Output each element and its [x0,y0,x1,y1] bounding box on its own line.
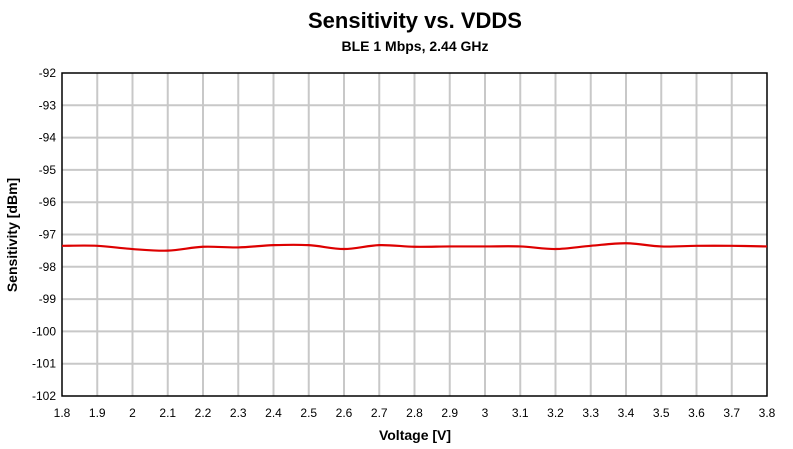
x-tick-label: 3.7 [723,406,740,420]
y-tick-label: -93 [39,98,57,112]
x-tick-label: 2.6 [336,406,353,420]
x-tick-label: 1.8 [54,406,71,420]
y-tick-label: -92 [39,66,57,80]
y-tick-label: -97 [39,228,57,242]
x-tick-label: 2.5 [300,406,317,420]
x-tick-label: 3.6 [688,406,705,420]
x-tick-label: 2.4 [265,406,282,420]
x-tick-label: 3 [482,406,489,420]
y-tick-label: -101 [32,357,56,371]
x-tick-label: 3.4 [618,406,635,420]
grid [62,73,767,396]
y-tick-label: -95 [39,163,57,177]
x-tick-label: 3.3 [582,406,599,420]
x-tick-label: 3.2 [547,406,564,420]
x-tick-label: 2 [129,406,136,420]
x-tick-label: 2.7 [371,406,388,420]
x-tick-label: 1.9 [89,406,106,420]
y-tick-label: -96 [39,195,57,209]
y-axis-label: Sensitivity [dBm] [4,178,20,292]
y-tick-label: -94 [39,131,57,145]
plot-frame [61,72,768,397]
x-tick-label: 3.5 [653,406,670,420]
x-tick-label: 3.1 [512,406,529,420]
x-axis-label: Voltage [V] [379,427,451,443]
x-tick-label: 2.3 [230,406,247,420]
y-tick-label: -99 [39,292,57,306]
series-layer [61,242,768,252]
chart-title: Sensitivity vs. VDDS [308,8,522,33]
x-tick-label: 2.1 [159,406,176,420]
tick-labels: 1.8 1.9 2 2.1 2.2 2.3 2.4 2.5 2.6 2.7 2.8 2.9 3 3.1 3.… [32,66,776,420]
x-tick-label: 2.8 [406,406,423,420]
chart-subtitle: BLE 1 Mbps, 2.44 GHz [341,38,489,54]
y-tick-label: -98 [39,260,57,274]
x-tick-label: 3.8 [759,406,776,420]
x-tick-label: 2.2 [195,406,212,420]
x-tick-label: 2.9 [441,406,458,420]
y-tick-label: -100 [32,324,56,338]
series-line [61,242,768,252]
y-tick-label: -102 [32,389,56,403]
